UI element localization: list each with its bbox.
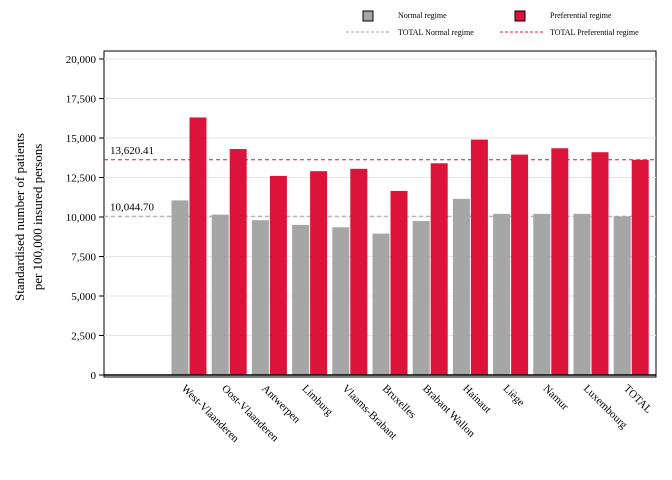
bar-preferential — [511, 154, 529, 375]
bar-normal — [412, 220, 430, 375]
y-tick-label: 20,000 — [66, 54, 97, 66]
reference-line-label: 13,620.41 — [110, 145, 154, 157]
bar-preferential — [430, 163, 448, 375]
bar-normal — [251, 220, 269, 375]
y-axis-label-line-1: Standardised number of patients — [12, 133, 27, 301]
y-axis-ticks: 0 2,500 5,000 7,500 10,000 12,500 15,000 17,500… — [66, 54, 104, 382]
y-tick-label: 10,000 — [66, 212, 97, 224]
legend-label-preferential: Preferential regime — [550, 11, 612, 20]
legend: Normal regime Preferential regime TOTAL … — [346, 10, 639, 37]
bar-preferential — [591, 152, 609, 375]
x-tick-label: Bruxelles — [380, 383, 418, 421]
x-tick-label: Namur — [541, 383, 571, 413]
legend-swatch-preferential — [514, 10, 526, 22]
x-tick-label: Hainaut — [460, 383, 493, 416]
bar-preferential — [631, 159, 649, 375]
bar-preferential — [390, 190, 408, 375]
y-tick-label: 0 — [91, 370, 97, 382]
x-tick-label: Limburg — [299, 383, 335, 419]
bar-normal — [211, 214, 229, 375]
bar-preferential — [189, 117, 207, 376]
x-axis-labels: West-VlaanderenOost-VlaanderenAntwerpenL… — [179, 383, 655, 446]
bar-preferential — [310, 171, 328, 375]
bar-preferential — [470, 139, 488, 375]
x-tick-label: TOTAL — [621, 383, 654, 416]
reference-line-label: 10,044.70 — [110, 201, 155, 213]
bar-normal — [533, 213, 551, 375]
y-tick-label: 15,000 — [66, 133, 97, 145]
y-tick-label: 17,500 — [66, 94, 97, 106]
legend-swatch-normal — [362, 10, 374, 22]
legend-label-normal: Normal regime — [398, 11, 447, 20]
bar-preferential — [551, 148, 569, 375]
bar-normal — [171, 200, 189, 375]
bar-normal — [493, 213, 511, 375]
x-tick-label: Liège — [500, 383, 526, 409]
bar-preferential — [229, 149, 247, 375]
bars — [171, 117, 649, 376]
bar-preferential — [269, 175, 287, 375]
y-tick-label: 7,500 — [71, 252, 96, 264]
y-tick-label: 5,000 — [71, 291, 96, 303]
y-axis-label-line-2: per 100,000 insured persons — [30, 144, 45, 291]
bar-normal — [573, 213, 591, 375]
bar-preferential — [350, 168, 368, 375]
legend-label-total-normal: TOTAL Normal regime — [398, 28, 474, 37]
bar-normal — [372, 233, 390, 375]
bar-normal — [613, 216, 631, 375]
y-tick-label: 2,500 — [71, 331, 96, 343]
y-tick-label: 12,500 — [66, 173, 97, 185]
legend-label-total-preferential: TOTAL Preferential regime — [550, 28, 639, 37]
bar-normal — [292, 224, 310, 375]
bar-normal — [332, 227, 350, 375]
bar-normal — [452, 198, 470, 375]
